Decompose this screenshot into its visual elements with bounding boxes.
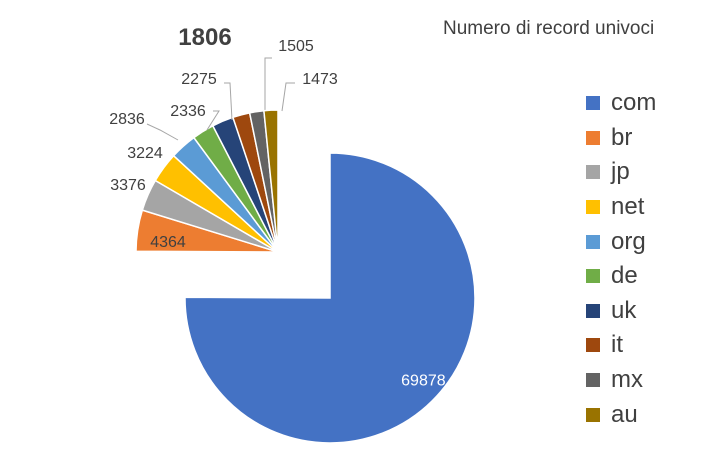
data-label-mx: 1505 [278, 38, 314, 55]
legend-item-it: it [586, 328, 656, 363]
data-label-com: 69878 [401, 373, 446, 390]
legend-swatch-it [586, 338, 600, 353]
legend-swatch-org [586, 234, 600, 249]
leader-line-org [146, 123, 179, 141]
chart-title: Numero di record univoci [443, 18, 655, 39]
data-label-org: 2836 [109, 111, 145, 128]
legend-item-uk: uk [586, 294, 656, 329]
data-label-au: 1473 [302, 71, 338, 88]
legend-swatch-br [586, 130, 600, 145]
legend-label-uk: uk [611, 296, 637, 324]
legend-item-de: de [586, 259, 656, 294]
legend-swatch-jp [586, 165, 600, 180]
legend-label-com: com [611, 89, 657, 117]
data-label-net: 3224 [127, 145, 163, 162]
legend-item-au: au [586, 397, 656, 432]
legend-item-jp: jp [586, 155, 656, 190]
pie-slice-com [184, 152, 476, 444]
legend-item-net: net [586, 190, 656, 225]
legend-swatch-au [586, 407, 600, 422]
pie-slice-au [263, 109, 279, 253]
data-label-jp: 3376 [110, 177, 146, 194]
legend-swatch-de [586, 269, 600, 284]
legend-label-au: au [611, 400, 638, 428]
legend-item-org: org [586, 224, 656, 259]
data-label-uk: 2275 [181, 71, 217, 88]
leader-line-au [281, 82, 295, 112]
data-label-de: 2336 [170, 103, 206, 120]
legend-label-jp: jp [611, 158, 630, 186]
legend-item-com: com [586, 86, 656, 121]
legend-swatch-mx [586, 373, 600, 388]
chart-legend: com br jp net org de uk it mx au [586, 86, 656, 432]
legend-label-it: it [611, 331, 623, 359]
leader-line-de [206, 110, 220, 131]
legend-swatch-net [586, 200, 600, 215]
leader-line-uk [224, 82, 233, 121]
legend-label-org: org [611, 227, 646, 255]
legend-label-mx: mx [611, 366, 643, 394]
leader-line-mx [264, 57, 272, 113]
legend-label-br: br [611, 123, 633, 151]
data-label-br: 4364 [150, 234, 186, 251]
legend-swatch-com [586, 96, 600, 111]
legend-label-net: net [611, 193, 645, 221]
legend-swatch-uk [586, 303, 600, 318]
legend-item-mx: mx [586, 363, 656, 398]
legend-label-de: de [611, 262, 638, 290]
legend-item-br: br [586, 121, 656, 156]
data-label-it: 1806 [178, 24, 231, 51]
